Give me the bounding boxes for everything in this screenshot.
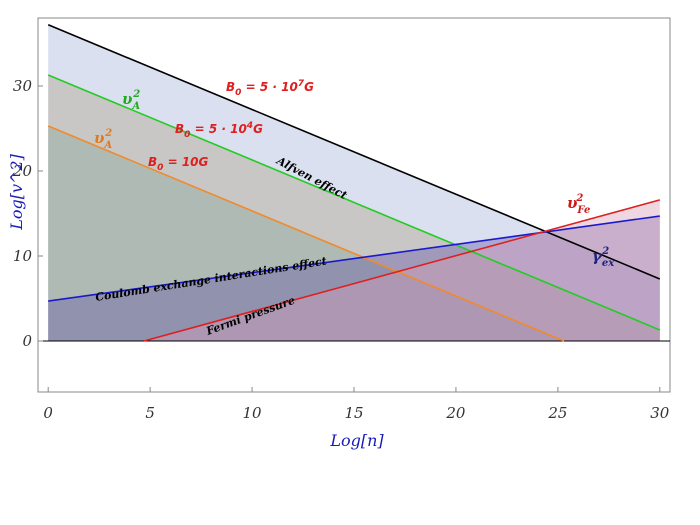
y-ticks: 0 10 20 30 bbox=[12, 77, 43, 350]
x-tick-label: 20 bbox=[445, 404, 466, 422]
series-line-2 bbox=[47, 125, 565, 342]
x-tick-label: 25 bbox=[547, 404, 567, 422]
series-line-4 bbox=[143, 199, 661, 342]
series-line-1 bbox=[47, 74, 661, 331]
y-axis-label: Log[v^2] bbox=[7, 153, 26, 230]
y-tick-label: 10 bbox=[13, 247, 33, 265]
x-tick-label: 5 bbox=[145, 404, 155, 422]
x-tick-label: 15 bbox=[344, 404, 363, 422]
series-line-0 bbox=[47, 24, 661, 280]
series-line-3 bbox=[48, 215, 660, 302]
x-tick-label: 10 bbox=[243, 404, 263, 422]
x-ticks: 0 5 10 15 20 25 30 bbox=[43, 387, 670, 422]
x-axis-label: Log[n] bbox=[329, 431, 384, 450]
label-vA-green: υA2 bbox=[122, 89, 140, 112]
series-area-1 bbox=[48, 74, 660, 341]
x-tick-label: 30 bbox=[650, 404, 670, 422]
series-lines bbox=[47, 24, 661, 342]
x-tick-label: 0 bbox=[43, 404, 53, 422]
label-b0-5e7: B0 = 5 · 107G bbox=[226, 79, 314, 98]
series-area-3 bbox=[48, 216, 660, 341]
label-vFe: υFe2 bbox=[567, 193, 590, 216]
y-tick-label: 0 bbox=[22, 332, 32, 350]
y-tick-label: 20 bbox=[12, 162, 33, 180]
label-b0-10: B0 = 10G bbox=[148, 155, 209, 173]
y-tick-label: 30 bbox=[13, 77, 33, 95]
label-vA-orange: υA2 bbox=[94, 128, 112, 151]
series-area-0 bbox=[48, 24, 660, 342]
label-b0-5e4: B0 = 5 · 104G bbox=[175, 121, 263, 140]
